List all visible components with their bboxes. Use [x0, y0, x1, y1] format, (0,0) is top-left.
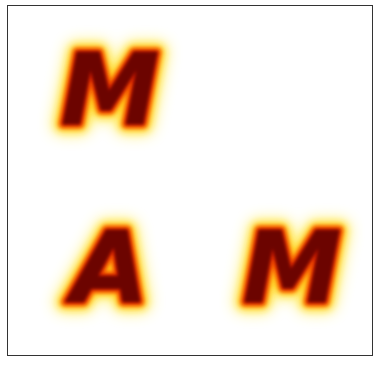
glyph-core: M	[242, 210, 342, 327]
heatmap-image: MMMMM AAAAA MMMMM	[0, 0, 383, 362]
glyph-core: A	[64, 210, 148, 327]
glyph-core: M	[60, 32, 160, 149]
page: {"glyphs": [{"text": "M"}, {"text": "A"}…	[0, 0, 383, 362]
